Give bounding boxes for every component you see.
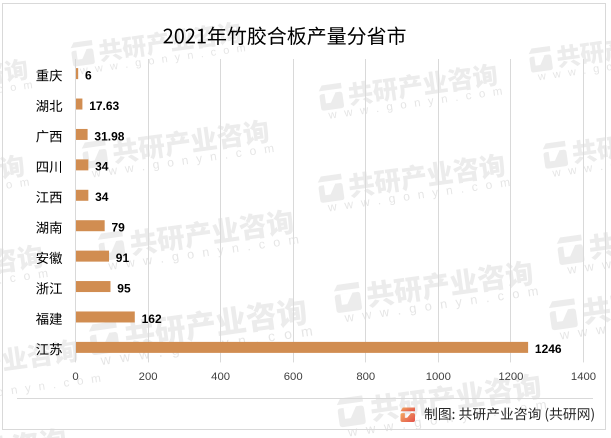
svg-text:1000: 1000 bbox=[426, 371, 451, 383]
svg-text:162: 162 bbox=[142, 312, 162, 326]
svg-text:0: 0 bbox=[72, 371, 78, 383]
svg-text:200: 200 bbox=[139, 371, 158, 383]
svg-text:400: 400 bbox=[211, 371, 230, 383]
svg-text:1200: 1200 bbox=[498, 371, 523, 383]
svg-text:34: 34 bbox=[95, 190, 109, 204]
svg-text:79: 79 bbox=[112, 221, 126, 235]
svg-text:1400: 1400 bbox=[571, 371, 596, 383]
svg-text:1246: 1246 bbox=[535, 342, 562, 356]
svg-text:31.98: 31.98 bbox=[94, 129, 124, 143]
svg-text:6: 6 bbox=[85, 68, 92, 82]
svg-text:800: 800 bbox=[356, 371, 375, 383]
svg-text:600: 600 bbox=[284, 371, 303, 383]
svg-text:91: 91 bbox=[116, 251, 130, 265]
svg-text:17.63: 17.63 bbox=[89, 99, 119, 113]
svg-text:95: 95 bbox=[117, 281, 131, 295]
svg-text:34: 34 bbox=[95, 160, 109, 174]
